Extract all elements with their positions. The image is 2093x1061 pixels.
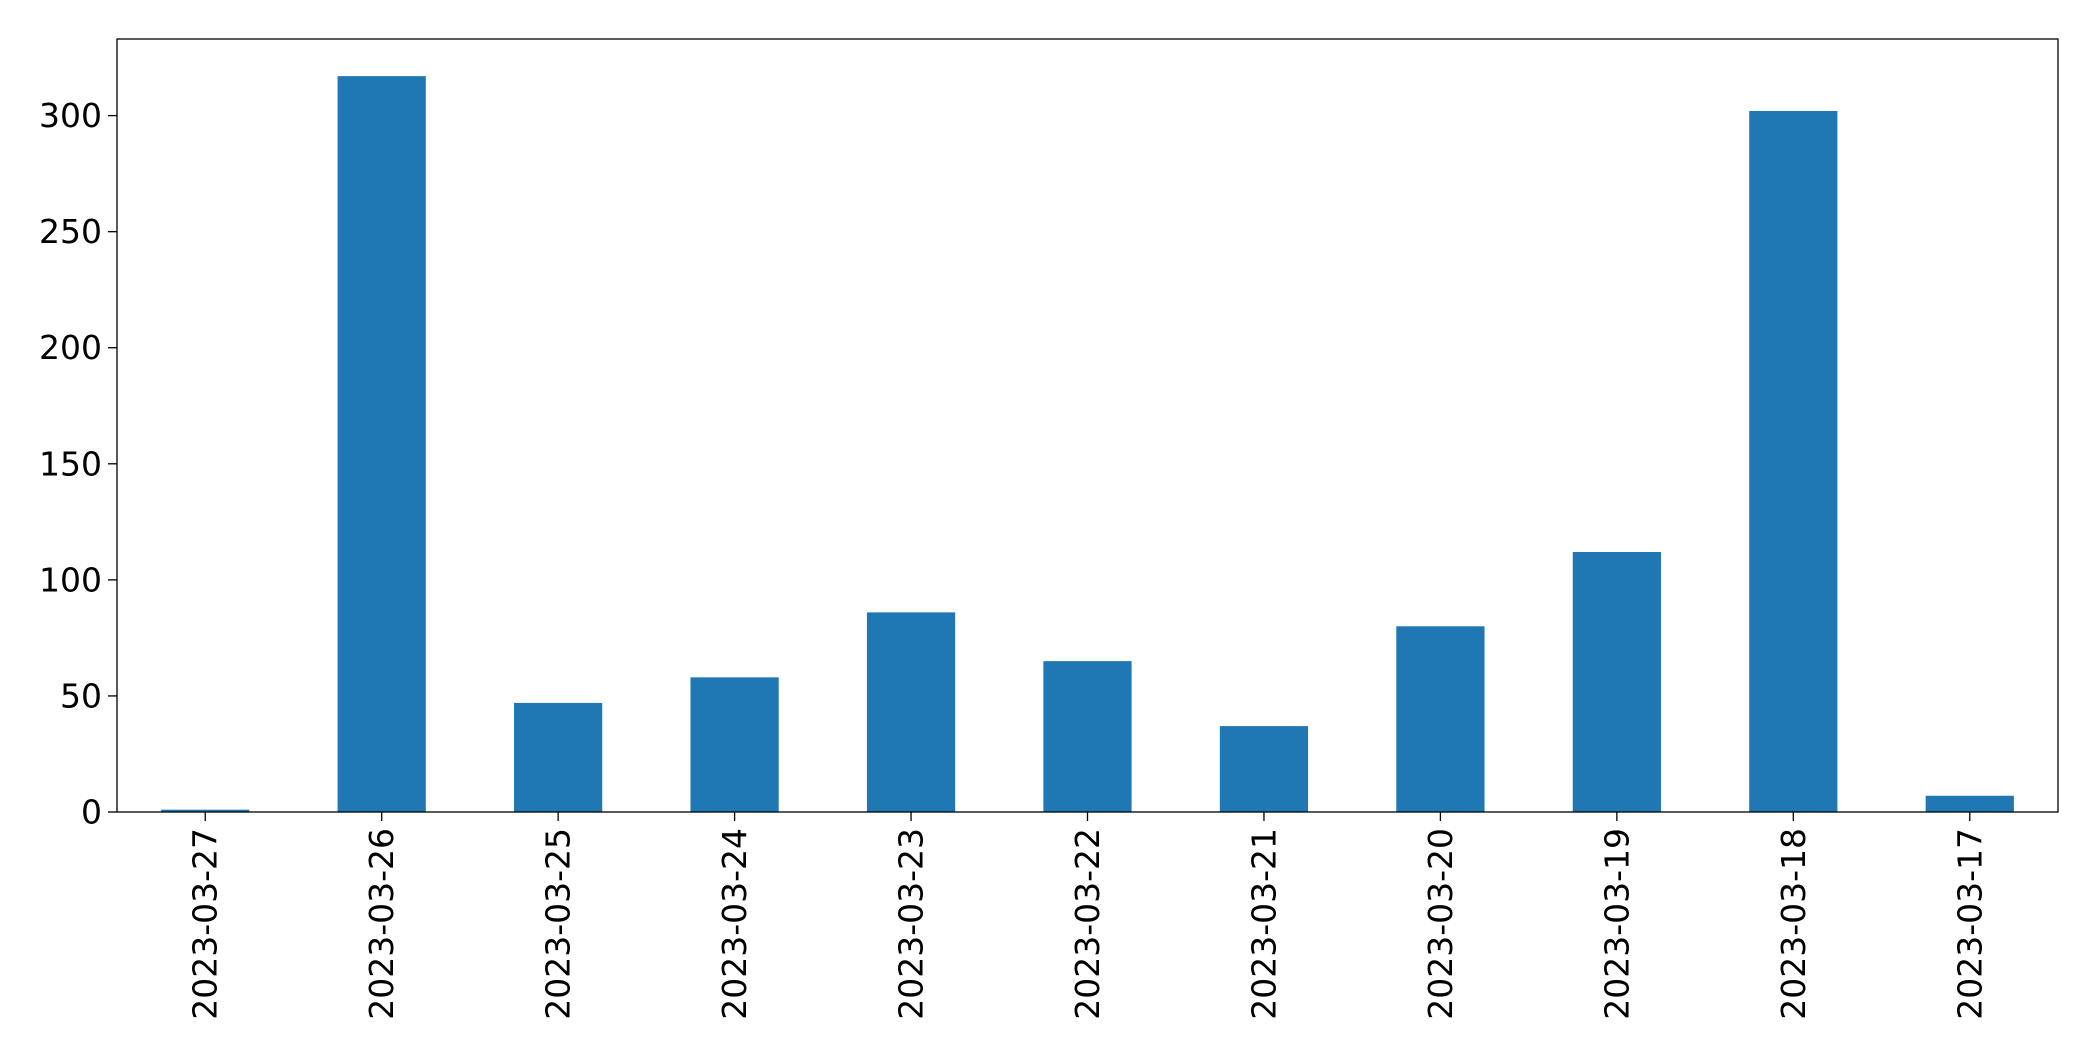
bar-2023-03-23 <box>866 612 956 812</box>
y-tick-label: 150 <box>39 444 102 483</box>
y-tick-label: 50 <box>60 676 102 715</box>
y-axis: 0 50 100 150 200 250 300 <box>39 96 117 832</box>
x-tick-label: 2023-03-22 <box>1068 828 1107 1020</box>
bar-2023-03-26 <box>337 76 426 813</box>
x-tick-label: 2023-03-17 <box>1950 828 1989 1020</box>
bar-2023-03-24 <box>690 677 779 812</box>
x-tick-label: 2023-03-20 <box>1421 828 1460 1020</box>
bar-2023-03-19 <box>1572 552 1661 812</box>
bar-2023-03-20 <box>1396 626 1485 812</box>
x-tick-label: 2023-03-21 <box>1244 828 1283 1020</box>
x-tick-label: 2023-03-25 <box>539 828 578 1020</box>
x-tick-label: 2023-03-24 <box>715 828 754 1020</box>
x-tick-label: 2023-03-18 <box>1774 828 1813 1020</box>
bar-2023-03-25 <box>514 702 603 812</box>
x-axis: 2023-03-27 2023-03-26 2023-03-25 2023-03-24… <box>186 812 1989 1020</box>
y-tick-label: 300 <box>39 96 102 135</box>
y-tick-label: 200 <box>39 328 102 367</box>
x-tick-label: 2023-03-27 <box>186 828 225 1020</box>
x-tick-label: 2023-03-26 <box>362 828 401 1020</box>
plot-frame <box>116 38 2059 813</box>
bar-2023-03-21 <box>1219 726 1309 812</box>
x-tick-label: 2023-03-19 <box>1597 828 1636 1020</box>
bars-group <box>161 76 2014 813</box>
bar-2023-03-17 <box>1925 795 2014 812</box>
bar-2023-03-27 <box>161 809 250 812</box>
y-tick-label: 100 <box>39 560 102 599</box>
x-tick-label: 2023-03-23 <box>892 828 931 1020</box>
bar-2023-03-22 <box>1043 661 1132 812</box>
y-tick-label: 0 <box>81 793 102 832</box>
y-tick-label: 250 <box>39 212 102 251</box>
bar-2023-03-18 <box>1749 110 1838 813</box>
